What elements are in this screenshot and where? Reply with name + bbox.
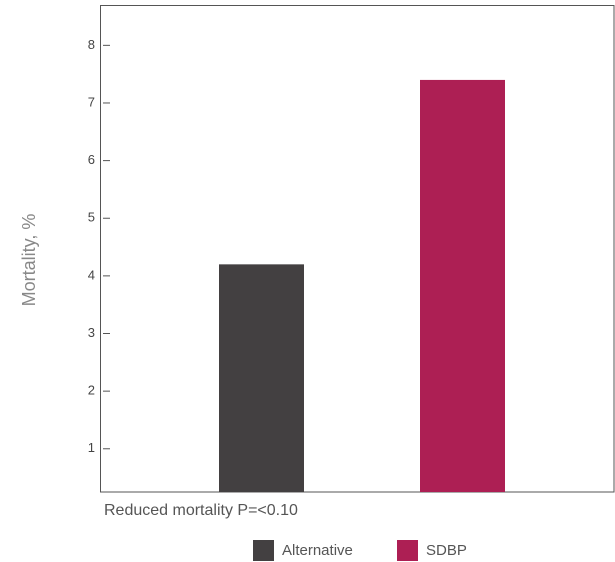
y-tick-label: 4 <box>88 267 95 282</box>
y-tick-label: 7 <box>88 94 95 109</box>
bar <box>219 264 304 492</box>
y-tick-label: 1 <box>88 440 95 455</box>
plot-frame <box>100 5 615 493</box>
y-tick-label: 5 <box>88 210 95 225</box>
legend-label: Alternative <box>282 542 353 559</box>
y-tick-label: 2 <box>88 383 95 398</box>
legend-label: SDBP <box>426 542 467 559</box>
y-tick-label: 3 <box>88 325 95 340</box>
y-axis-label: Mortality, % <box>19 214 39 307</box>
y-tick-label: 6 <box>88 152 95 167</box>
legend-swatch <box>253 540 274 561</box>
bar <box>420 79 505 492</box>
annotation: Reduced mortality P=<0.10 <box>104 502 298 519</box>
legend-swatch <box>397 540 418 561</box>
y-tick-label: 8 <box>88 37 95 52</box>
